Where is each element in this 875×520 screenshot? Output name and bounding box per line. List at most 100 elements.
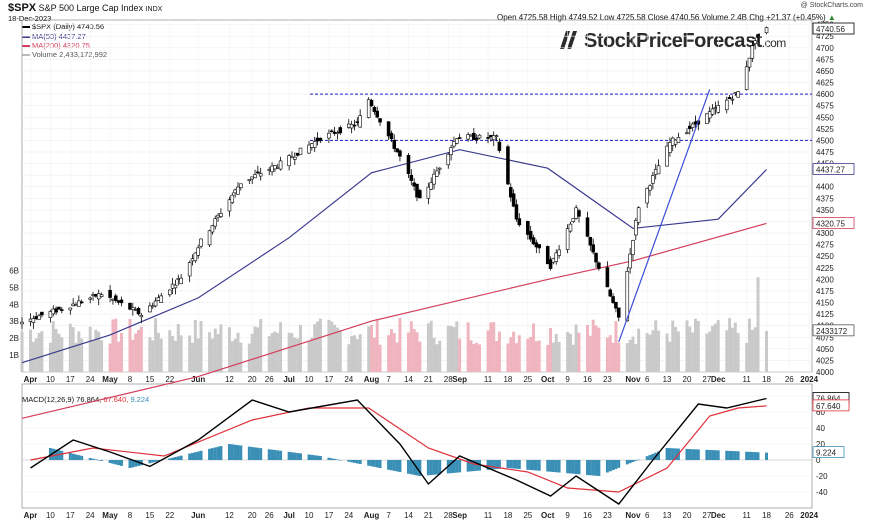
volume-tick-label: 1B xyxy=(9,351,19,360)
volume-bar xyxy=(247,343,251,372)
macd-histogram-bar xyxy=(708,449,712,460)
candle-body xyxy=(327,132,331,139)
macd-histogram-bar xyxy=(512,460,516,469)
volume-bar xyxy=(114,318,118,372)
candle-body xyxy=(190,258,195,262)
volume-bar xyxy=(358,334,362,372)
chart-date: 18-Dec-2023 xyxy=(8,14,52,23)
x-tick-label: 21 xyxy=(424,375,433,384)
x-tick-label: 17 xyxy=(66,375,75,384)
volume-bar xyxy=(577,332,581,372)
candle-body xyxy=(99,294,104,297)
macd-histogram-bar xyxy=(657,451,661,460)
candle-body xyxy=(472,132,476,140)
macd-histogram-bar xyxy=(395,460,399,472)
volume-bar xyxy=(154,318,158,372)
macd-x-tick-label: Aug xyxy=(364,511,380,520)
volume-bar xyxy=(148,337,152,372)
macd-histogram-bar xyxy=(270,449,274,460)
volume-bar xyxy=(551,342,555,372)
candle-body xyxy=(568,223,573,232)
candle-body xyxy=(571,218,576,223)
candle-body xyxy=(207,230,212,246)
volume-bar xyxy=(310,337,314,372)
candle-body xyxy=(355,121,360,123)
volume-bar xyxy=(765,330,769,372)
macd-histogram-bar xyxy=(429,460,433,475)
macd-histogram-bar xyxy=(756,452,760,460)
candle-body xyxy=(418,190,422,199)
candle-body xyxy=(216,214,220,218)
macd-tick-label: 60 xyxy=(816,408,825,417)
candle-body xyxy=(116,300,121,303)
macd-histogram-bar xyxy=(514,460,518,469)
volume-bar xyxy=(685,320,689,372)
macd-histogram-bar xyxy=(546,460,550,472)
price-tick-label: 4000 xyxy=(816,368,834,377)
candle-body xyxy=(651,175,655,184)
x-tick-label: 12 xyxy=(225,375,234,384)
macd-histogram-bar xyxy=(611,460,615,471)
volume-bar xyxy=(733,322,737,372)
macd-tick-label: 40 xyxy=(816,424,825,433)
volume-bar xyxy=(750,329,754,372)
volume-bar xyxy=(387,335,391,372)
candle-body xyxy=(347,123,351,128)
x-tick-label: 9 xyxy=(565,375,570,384)
volume-bar xyxy=(506,343,510,372)
candle-body xyxy=(60,309,64,311)
candle-body xyxy=(685,132,689,134)
macd-histogram-bar xyxy=(389,460,393,471)
candle-body xyxy=(432,173,436,185)
macd-histogram-bar xyxy=(335,459,339,460)
candle-body xyxy=(415,183,419,198)
x-tick-label: 26 xyxy=(785,375,794,384)
volume-bar xyxy=(435,344,439,372)
macd-histogram-bar xyxy=(131,460,135,468)
candle-body xyxy=(750,45,755,59)
volume-bar xyxy=(748,318,751,372)
macd-histogram-bar xyxy=(148,460,152,464)
macd-histogram-bar xyxy=(91,458,95,460)
macd-histogram-bar xyxy=(506,460,510,468)
candle-body xyxy=(54,308,58,313)
candle-body xyxy=(764,27,769,34)
macd-histogram-bar xyxy=(353,460,356,463)
last-signal-tag: 67.640 xyxy=(816,402,841,411)
macd-tick-label: 0 xyxy=(816,456,821,465)
candle-body xyxy=(426,186,431,199)
ohlc-quote: Open 4725.58 High 4749.52 Low 4725.58 Cl… xyxy=(497,13,826,22)
volume-bar xyxy=(139,326,143,372)
macd-histogram-bar xyxy=(537,460,541,471)
macd-histogram-bar xyxy=(358,460,362,464)
volume-bar xyxy=(128,319,132,372)
volume-bar xyxy=(333,324,337,372)
watermark-text: StockPriceForecast xyxy=(584,30,762,52)
candle-body xyxy=(452,141,456,147)
macd-x-tick-label: 10 xyxy=(46,511,55,520)
ma50-swatch xyxy=(22,36,30,39)
volume-bar xyxy=(398,318,402,372)
macd-histogram-bar xyxy=(191,452,194,460)
volume-bar xyxy=(313,324,317,372)
candle-body xyxy=(227,199,232,212)
volume-bar xyxy=(37,332,41,372)
candle-body xyxy=(91,294,95,296)
macd-histogram-bar xyxy=(509,460,513,469)
macd-histogram-bar xyxy=(68,453,72,460)
candle-body xyxy=(508,187,513,198)
macd-histogram-bar xyxy=(574,460,578,474)
macd-histogram-bar xyxy=(316,455,320,460)
candle-body xyxy=(136,308,141,315)
x-tick-label: 20 xyxy=(248,375,257,384)
volume-bar xyxy=(233,338,237,372)
volume-bar xyxy=(418,341,422,372)
macd-histogram-bar xyxy=(745,451,749,460)
volume-bar xyxy=(736,333,740,372)
volume-bar xyxy=(415,332,419,372)
macd-histogram-bar xyxy=(77,455,81,460)
candle-body xyxy=(295,152,300,156)
macd-histogram-bar xyxy=(227,444,231,460)
macd-histogram-bar xyxy=(267,449,271,460)
x-tick-label: 25 xyxy=(523,375,532,384)
